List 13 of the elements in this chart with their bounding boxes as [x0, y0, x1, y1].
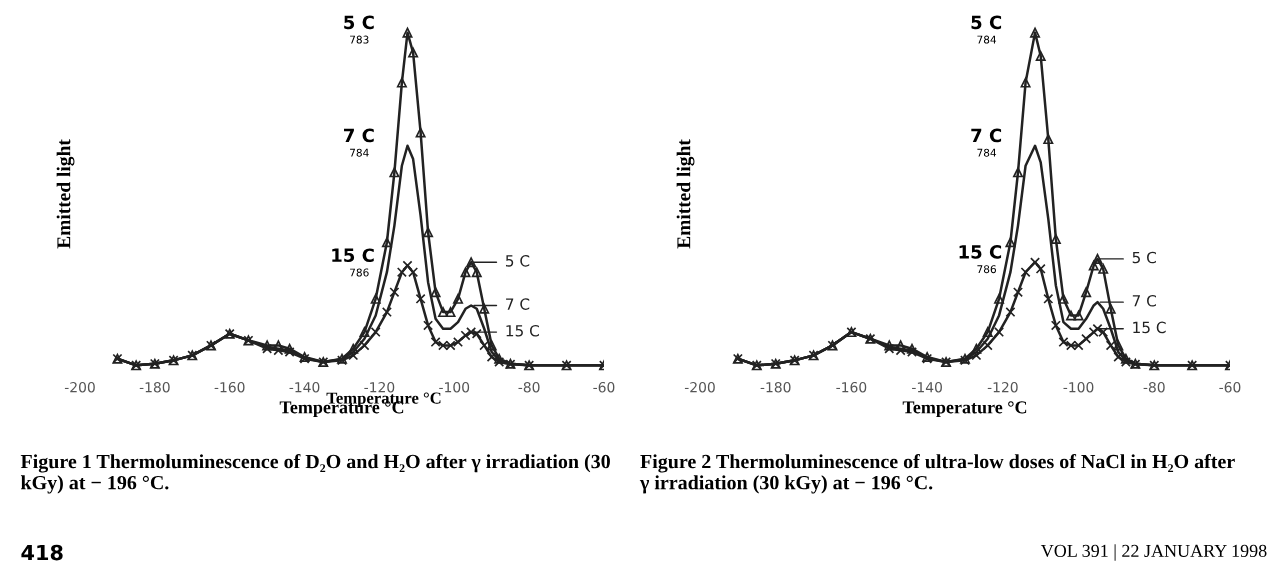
text: VOL 391 | 22 JANUARY 1998 — [1040, 544, 1267, 561]
y-axis-title: Emitted light — [676, 139, 695, 249]
annotation: 7 C — [344, 128, 374, 143]
caption: Figure 1 Thermoluminescence of D₂O and H₂O after γ irradiation (30 kGy) at − 196 °C. — [20, 454, 610, 494]
text: 418 — [21, 544, 63, 561]
annotation: 15 C — [959, 245, 1002, 259]
text: 5 C — [344, 15, 374, 30]
text: 5 C — [971, 15, 1002, 30]
caption: Figure 2 Thermoluminescence of ultra-low doses of NaCl in H₂O after γ irradiation (30 kGy) at − 196 °C. — [639, 454, 1235, 494]
y-axis-title: Emitted light — [56, 139, 75, 249]
x-axis-title: Temperature °C — [902, 401, 1027, 418]
annotation: 15 C — [332, 248, 374, 263]
annotation: 7 C — [971, 128, 1002, 143]
